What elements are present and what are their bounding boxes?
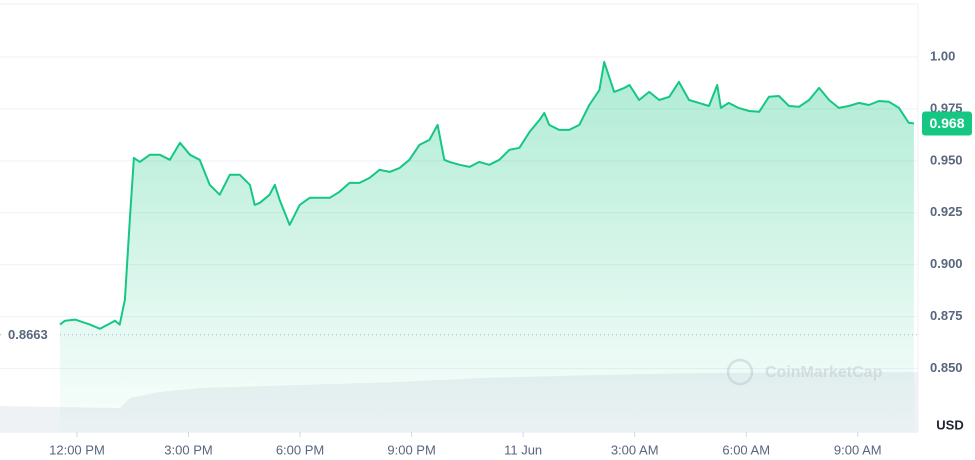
x-tick-label: 12:00 PM [49, 442, 105, 457]
last-price-label: 0.968 [929, 115, 964, 131]
y-axis-label: USD [936, 417, 963, 432]
x-tick-label: 9:00 AM [834, 442, 882, 457]
watermark-text: CoinMarketCap [765, 364, 883, 381]
y-tick-label: 0.875 [930, 308, 963, 323]
y-tick-label: 1.00 [930, 48, 955, 63]
y-tick-label: 0.925 [930, 204, 963, 219]
y-tick-label: 0.850 [930, 360, 963, 375]
x-tick-label: 3:00 PM [164, 442, 212, 457]
open-price-label-bg [3, 325, 57, 344]
y-tick-label: 0.950 [930, 152, 963, 167]
last-price-badge [922, 111, 972, 136]
watermark-logo [726, 358, 754, 386]
x-tick-label: 9:00 PM [387, 442, 435, 457]
open-price-label: 0.8663 [8, 327, 48, 342]
watermark: CoinMarketCap [726, 358, 883, 386]
x-tick-label: 6:00 AM [722, 442, 770, 457]
y-tick-label: 0.900 [930, 256, 963, 271]
x-tick-label: 11 Jun [504, 442, 542, 457]
x-tick-label: 6:00 PM [276, 442, 324, 457]
price-area [59, 61, 914, 432]
x-tick-label: 3:00 AM [611, 442, 659, 457]
price-line [59, 60, 915, 330]
